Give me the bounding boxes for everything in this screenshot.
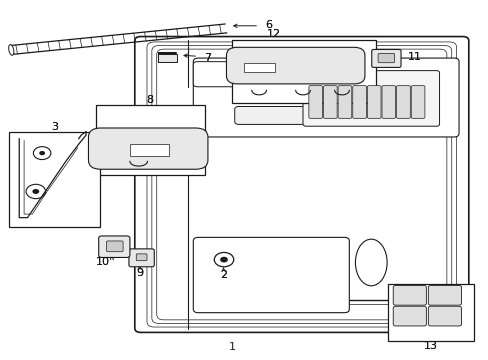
FancyBboxPatch shape — [308, 86, 322, 118]
Ellipse shape — [9, 45, 14, 55]
Text: 5: 5 — [18, 147, 24, 157]
Text: 4: 4 — [16, 171, 23, 181]
Text: 3: 3 — [51, 122, 58, 132]
Text: 3: 3 — [51, 122, 58, 132]
Text: 6: 6 — [265, 20, 272, 30]
FancyBboxPatch shape — [366, 86, 380, 118]
Circle shape — [39, 151, 45, 155]
Bar — [387, 284, 473, 341]
Text: 2: 2 — [220, 270, 226, 280]
Text: 12: 12 — [266, 29, 280, 39]
Text: 8: 8 — [145, 95, 153, 105]
FancyBboxPatch shape — [396, 86, 409, 118]
FancyBboxPatch shape — [377, 53, 394, 63]
Circle shape — [32, 189, 39, 194]
FancyBboxPatch shape — [371, 49, 400, 67]
FancyBboxPatch shape — [427, 306, 461, 326]
FancyBboxPatch shape — [410, 86, 424, 118]
Text: 7: 7 — [204, 53, 211, 63]
FancyBboxPatch shape — [129, 249, 154, 267]
FancyBboxPatch shape — [303, 71, 439, 126]
Bar — [158, 54, 176, 62]
FancyBboxPatch shape — [337, 86, 351, 118]
Text: 13: 13 — [424, 341, 437, 351]
Bar — [232, 40, 375, 103]
FancyBboxPatch shape — [323, 86, 336, 118]
Text: 6: 6 — [265, 20, 272, 30]
FancyBboxPatch shape — [381, 86, 395, 118]
FancyBboxPatch shape — [193, 237, 348, 313]
Ellipse shape — [355, 239, 386, 286]
FancyBboxPatch shape — [193, 62, 310, 87]
FancyBboxPatch shape — [427, 285, 461, 305]
Text: 5: 5 — [18, 147, 24, 157]
Text: 1: 1 — [228, 342, 235, 352]
FancyBboxPatch shape — [193, 58, 458, 137]
Text: 8: 8 — [145, 95, 153, 105]
FancyBboxPatch shape — [226, 47, 364, 84]
Text: 9: 9 — [136, 267, 143, 278]
Text: 12: 12 — [266, 29, 280, 39]
Text: 9: 9 — [136, 267, 143, 278]
FancyBboxPatch shape — [392, 306, 426, 326]
FancyBboxPatch shape — [136, 254, 147, 261]
Text: 4: 4 — [16, 171, 23, 181]
FancyBboxPatch shape — [135, 37, 468, 332]
FancyBboxPatch shape — [106, 241, 123, 252]
FancyBboxPatch shape — [392, 285, 426, 305]
FancyBboxPatch shape — [99, 236, 130, 257]
Bar — [130, 144, 168, 156]
FancyBboxPatch shape — [352, 86, 366, 118]
Text: 7: 7 — [204, 53, 211, 63]
Text: 10: 10 — [96, 257, 110, 267]
Text: 2: 2 — [220, 270, 226, 280]
Text: 13: 13 — [424, 341, 437, 351]
Circle shape — [220, 257, 227, 262]
Text: 11: 11 — [407, 52, 421, 62]
Bar — [9, 132, 100, 226]
Bar — [243, 63, 275, 72]
FancyBboxPatch shape — [234, 107, 322, 125]
Text: 11: 11 — [407, 52, 421, 62]
Text: 10: 10 — [96, 257, 110, 267]
FancyBboxPatch shape — [88, 128, 207, 169]
Bar — [96, 105, 205, 175]
